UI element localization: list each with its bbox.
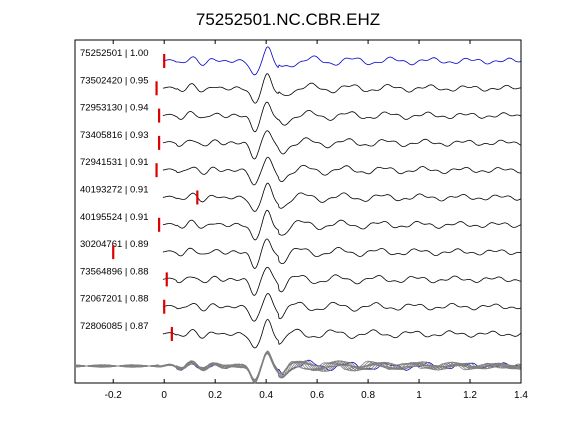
x-tick-label: -0.2 [105,390,123,401]
trace-line [162,266,521,296]
x-tick-label: 0.8 [361,390,375,401]
trace-line [162,182,521,212]
plot-axes [74,39,522,384]
trace-label: 72953130 | 0.94 [80,103,149,114]
trace-label: 73405816 | 0.93 [80,130,149,141]
trace-line [162,156,521,186]
trace-line [162,293,521,322]
trace-line [162,209,521,241]
stack-line [75,353,521,384]
trace-line [162,319,521,349]
trace-group: 75252501 | 1.00 73502420 | 0.95 72953130 |… [80,46,521,349]
x-tick-label: 1 [416,390,422,401]
x-tick-label: 1.2 [463,390,477,401]
x-tick-label: 0.2 [208,390,222,401]
trace-label: 40193272 | 0.91 [80,185,149,196]
stacked-overlay [74,350,521,384]
trace-label: 73502420 | 0.95 [80,75,149,86]
trace-label: 73564896 | 0.88 [80,266,149,277]
trace-line [162,130,521,160]
trace-label: 30204761 | 0.89 [80,239,149,250]
x-axis: -0.2 0 0.2 0.4 0.6 0.8 1 1.2 1.4 [105,40,528,401]
trace-line [162,46,521,76]
trace-line [162,101,521,133]
trace-label: 72067201 | 0.88 [80,294,149,305]
trace-line [162,73,521,104]
x-tick-label: 0.6 [310,390,324,401]
trace-label: 40195524 | 0.91 [80,212,149,223]
x-tick-label: 0.4 [259,390,273,401]
trace-label: 75252501 | 1.00 [80,48,149,59]
x-tick-label: 1.4 [514,390,528,401]
x-tick-label: 0 [161,390,167,401]
trace-label: 72806085 | 0.87 [80,321,149,332]
trace-label: 72941531 | 0.91 [80,157,149,168]
chart-title: 75252501.NC.CBR.EHZ [196,10,380,29]
trace-line [162,238,521,269]
